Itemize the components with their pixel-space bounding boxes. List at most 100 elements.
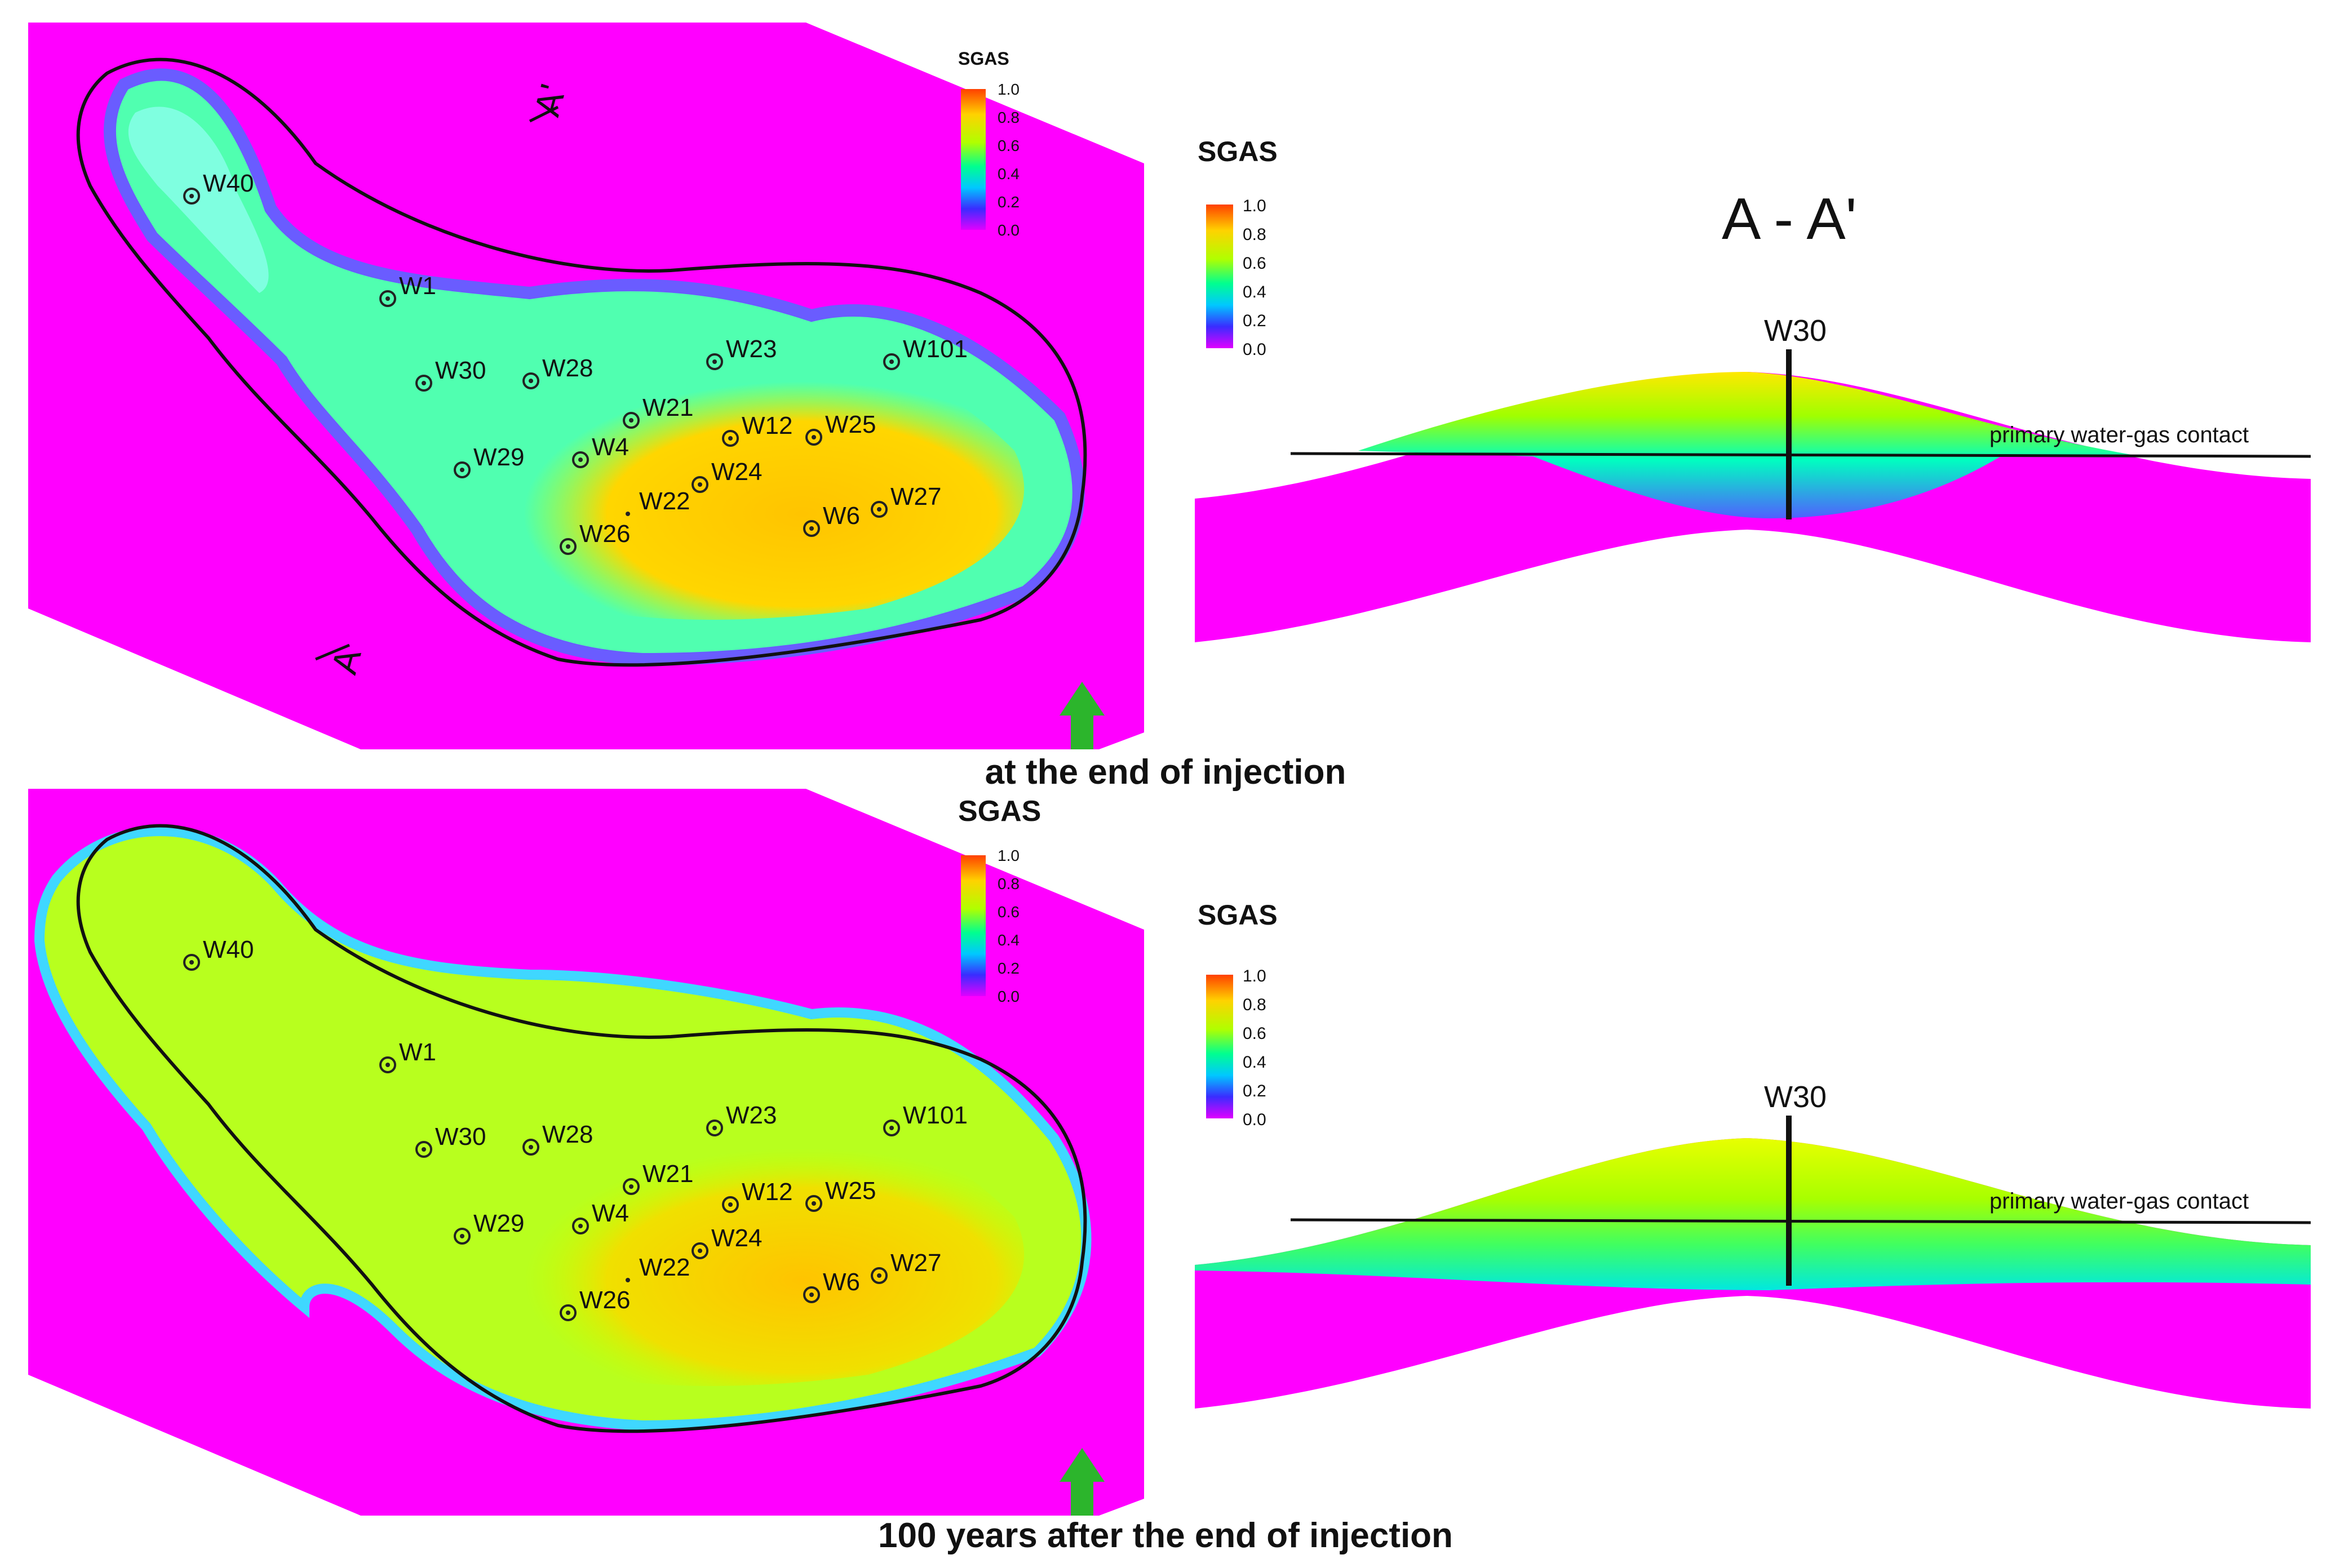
well-marker-w22[interactable]: W22 [626,487,690,516]
well-marker-w4[interactable]: W4 [572,433,629,468]
gas-cap [1358,372,2142,518]
contact-label: primary water-gas contact [1989,423,2249,447]
well-marker-w21[interactable]: W21 [623,1160,693,1195]
well-marker-w26[interactable]: W26 [560,520,630,555]
well-marker-w26[interactable]: W26 [560,1286,630,1321]
svg-text:W101: W101 [903,1101,968,1129]
map-colorbar-top: SGAS 1.0 0.8 0.6 0.4 0.2 0.0 [958,48,1020,239]
well-marker-w27[interactable]: W27 [871,483,941,518]
section-colorbar-title-top: SGAS [1198,136,1278,167]
svg-text:W101: W101 [903,335,968,363]
map-colorbar-bottom: 1.0 0.8 0.6 0.4 0.2 0.0 [961,847,1020,1005]
svg-text:W24: W24 [711,458,762,486]
svg-text:0.4: 0.4 [998,931,1020,949]
svg-text:0.2: 0.2 [998,960,1020,977]
svg-text:0.8: 0.8 [998,875,1020,892]
svg-text:1.0: 1.0 [998,81,1020,98]
well-marker-w1[interactable]: W1 [379,1038,436,1073]
svg-text:W26: W26 [579,1286,630,1314]
svg-text:W21: W21 [642,394,693,421]
svg-text:0.0: 0.0 [998,988,1020,1005]
well-marker-w25[interactable]: W25 [805,1177,876,1212]
svg-text:W30: W30 [435,1123,486,1151]
well-marker-w28[interactable]: W28 [522,354,593,389]
well-marker-w1[interactable]: W1 [379,272,436,307]
well-marker-w24[interactable]: W24 [692,458,762,493]
well-label-w30: W30 [1764,314,1827,348]
svg-text:1.0: 1.0 [1243,197,1266,215]
map-view-100-years: W40 W1 W30 W28 W23 W101 W21 W12 W25 W29 … [28,789,1144,1516]
svg-text:W21: W21 [642,1160,693,1188]
well-label-w30: W30 [1764,1080,1827,1114]
well-marker-w101[interactable]: W101 [883,335,968,370]
svg-text:W1: W1 [399,272,436,300]
svg-text:W26: W26 [579,520,630,548]
svg-text:W40: W40 [203,170,254,197]
svg-text:0.4: 0.4 [1243,1053,1266,1072]
svg-text:W30: W30 [435,357,486,384]
svg-text:W6: W6 [823,1268,860,1296]
well-marker-w12[interactable]: W12 [722,1178,792,1213]
north-arrow [1060,1448,1105,1516]
svg-text:1.0: 1.0 [1243,967,1266,985]
well-marker-w23[interactable]: W23 [706,1101,777,1136]
well-marker-w12[interactable]: W12 [722,412,792,447]
svg-text:W22: W22 [639,487,690,515]
svg-text:W27: W27 [890,1249,941,1277]
svg-text:1.0: 1.0 [998,847,1020,864]
caption-100-years: 100 years after the end of injection [878,1516,1453,1555]
cross-section-100-years: 1.0 0.8 0.6 0.4 0.2 0.0 W30 primary wate… [1195,967,2311,1409]
well-marker-w40[interactable]: W40 [183,170,254,205]
svg-text:0.0: 0.0 [1243,340,1266,359]
well-marker-w30[interactable]: W30 [415,1123,486,1158]
well-marker-w4[interactable]: W4 [572,1200,629,1234]
gas-plume-core [468,1121,1025,1386]
svg-text:W28: W28 [542,1121,593,1148]
svg-text:W29: W29 [473,1210,524,1237]
north-arrow [1060,682,1105,749]
caption-end-of-injection: at the end of injection [985,753,1346,792]
contact-label: primary water-gas contact [1989,1189,2249,1214]
svg-text:0.6: 0.6 [1243,254,1266,273]
well-marker-w27[interactable]: W27 [871,1249,941,1284]
svg-text:W4: W4 [592,1200,629,1227]
well-marker-w6[interactable]: W6 [803,502,860,537]
svg-text:0.2: 0.2 [1243,1082,1266,1100]
well-marker-w29[interactable]: W29 [454,1210,524,1245]
gas-plume-core [468,355,1025,620]
well-marker-w40[interactable]: W40 [183,936,254,971]
well-marker-w6[interactable]: W6 [803,1268,860,1303]
cross-section-title: A - A' [1722,186,1857,252]
svg-text:0.0: 0.0 [1243,1111,1266,1129]
well-marker-w101[interactable]: W101 [883,1101,968,1136]
svg-text:0.4: 0.4 [998,165,1020,183]
svg-text:0.4: 0.4 [1243,283,1266,301]
svg-text:0.6: 0.6 [1243,1024,1266,1043]
svg-text:W4: W4 [592,433,629,461]
svg-text:0.8: 0.8 [1243,996,1266,1014]
cross-section-end-of-injection: 1.0 0.8 0.6 0.4 0.2 0.0 W30 primary wate… [1195,197,2311,642]
well-marker-w21[interactable]: W21 [623,394,693,429]
svg-text:W12: W12 [742,412,792,439]
svg-text:W23: W23 [726,335,777,363]
well-marker-w25[interactable]: W25 [805,411,876,446]
section-colorbar-title-bottom: SGAS [1198,899,1278,931]
gas-cap [1195,1138,2311,1290]
well-marker-w28[interactable]: W28 [522,1121,593,1156]
well-marker-w24[interactable]: W24 [692,1224,762,1259]
svg-text:W12: W12 [742,1178,792,1206]
well-marker-w30[interactable]: W30 [415,357,486,392]
svg-text:W1: W1 [399,1038,436,1066]
svg-text:0.8: 0.8 [1243,225,1266,244]
reservoir-outline [76,824,1087,1433]
svg-text:W25: W25 [825,1177,876,1205]
map-colorbar-title-bottom: SGAS [958,795,1042,828]
svg-text:0.0: 0.0 [998,221,1020,239]
svg-text:W6: W6 [823,502,860,530]
well-marker-w22[interactable]: W22 [626,1254,690,1282]
well-marker-w23[interactable]: W23 [706,335,777,370]
svg-text:0.2: 0.2 [1243,312,1266,330]
svg-text:0.2: 0.2 [998,193,1020,211]
well-marker-w29[interactable]: W29 [454,443,524,478]
svg-text:W40: W40 [203,936,254,963]
